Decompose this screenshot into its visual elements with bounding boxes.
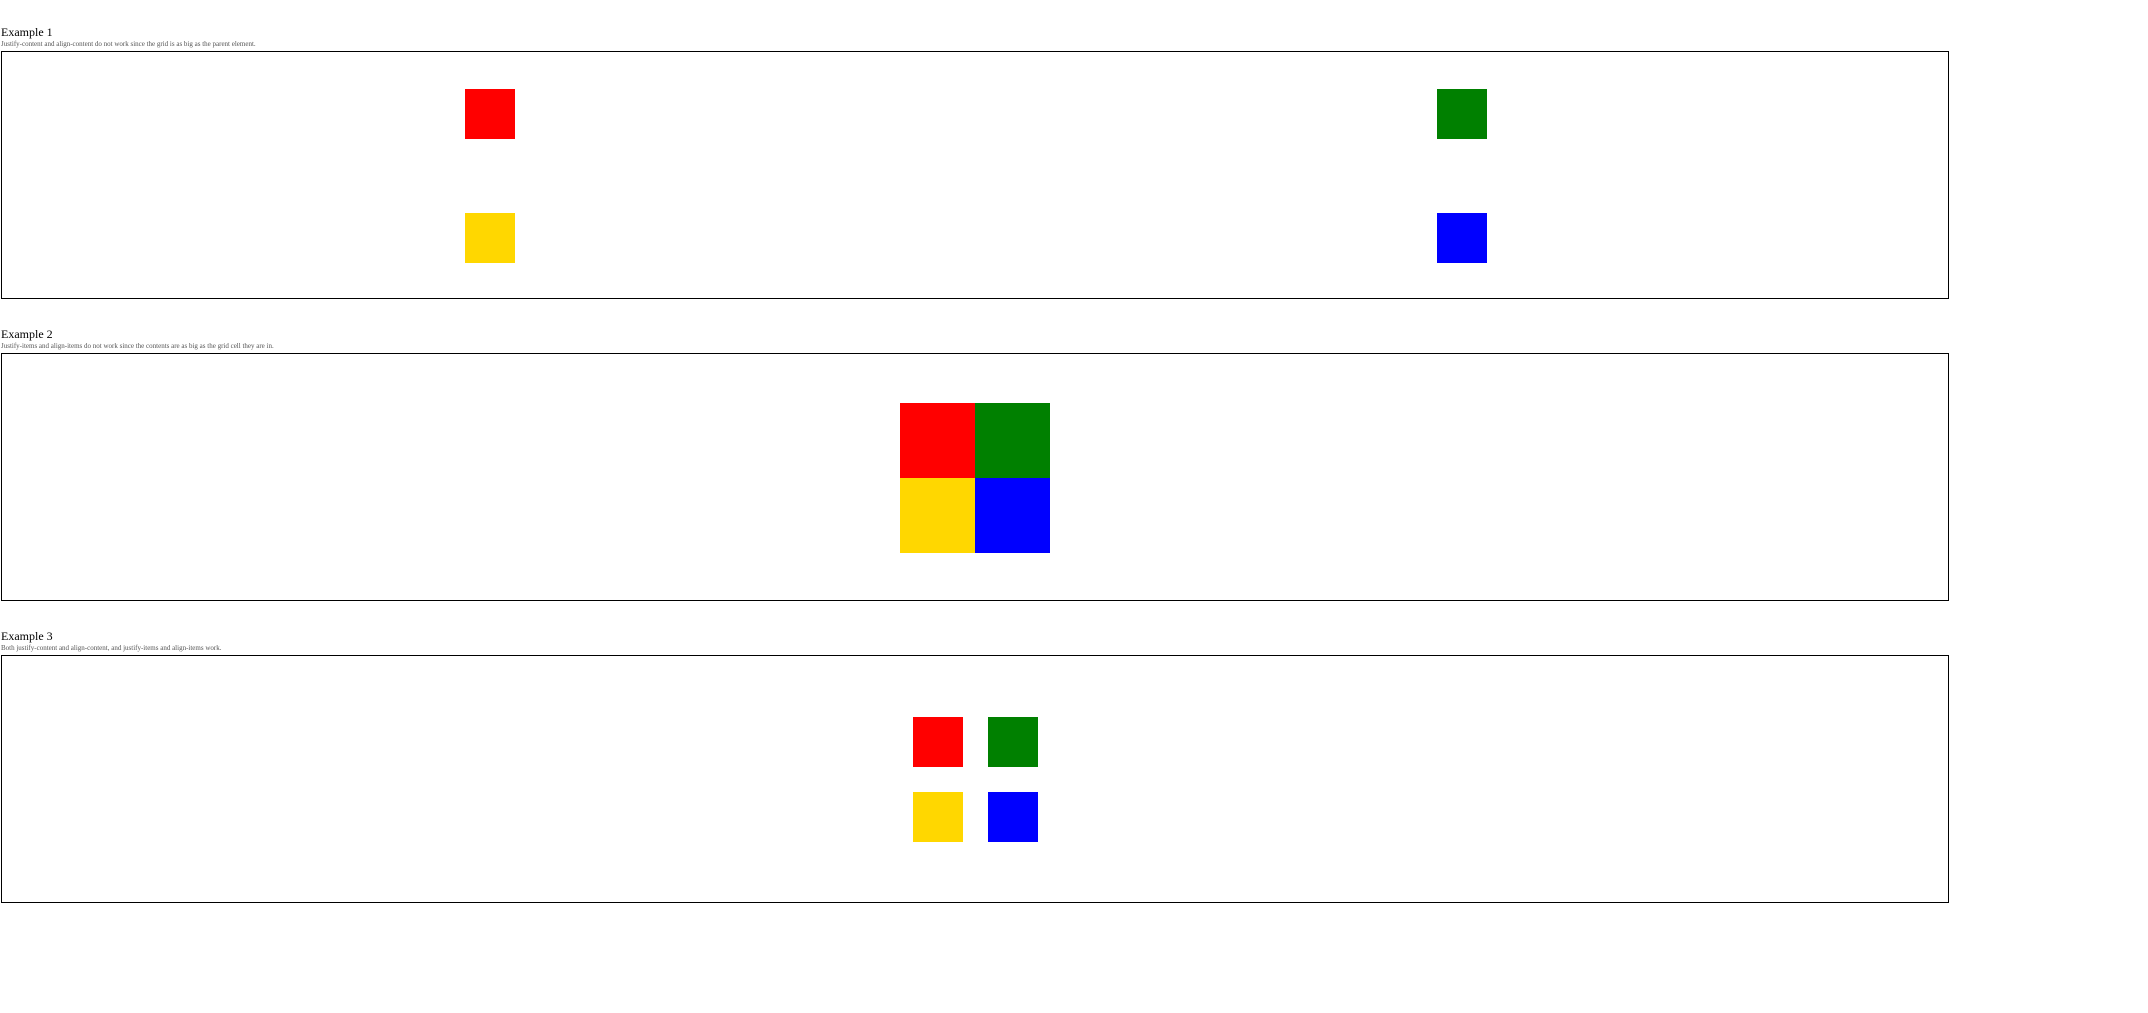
green-square xyxy=(1437,89,1487,139)
blue-square xyxy=(988,792,1038,842)
example-1-description: Justify-content and align-content do not… xyxy=(1,40,256,48)
blue-square xyxy=(1437,213,1487,263)
red-square xyxy=(913,717,963,767)
example-2-grid-container xyxy=(1,353,1949,601)
example-3-description: Both justify-content and align-content, … xyxy=(1,644,222,652)
green-square xyxy=(975,403,1050,478)
example-2-title: Example 2 xyxy=(1,326,53,341)
example-3-grid-container xyxy=(1,655,1949,903)
red-square xyxy=(465,89,515,139)
example-1-title: Example 1 xyxy=(1,24,53,39)
yellow-square xyxy=(900,478,975,553)
example-2-description: Justify-items and align-items do not wor… xyxy=(1,342,274,350)
blue-square xyxy=(975,478,1050,553)
yellow-square xyxy=(913,792,963,842)
example-3-title: Example 3 xyxy=(1,628,53,643)
yellow-square xyxy=(465,213,515,263)
red-square xyxy=(900,403,975,478)
example-1-grid-container xyxy=(1,51,1949,299)
green-square xyxy=(988,717,1038,767)
